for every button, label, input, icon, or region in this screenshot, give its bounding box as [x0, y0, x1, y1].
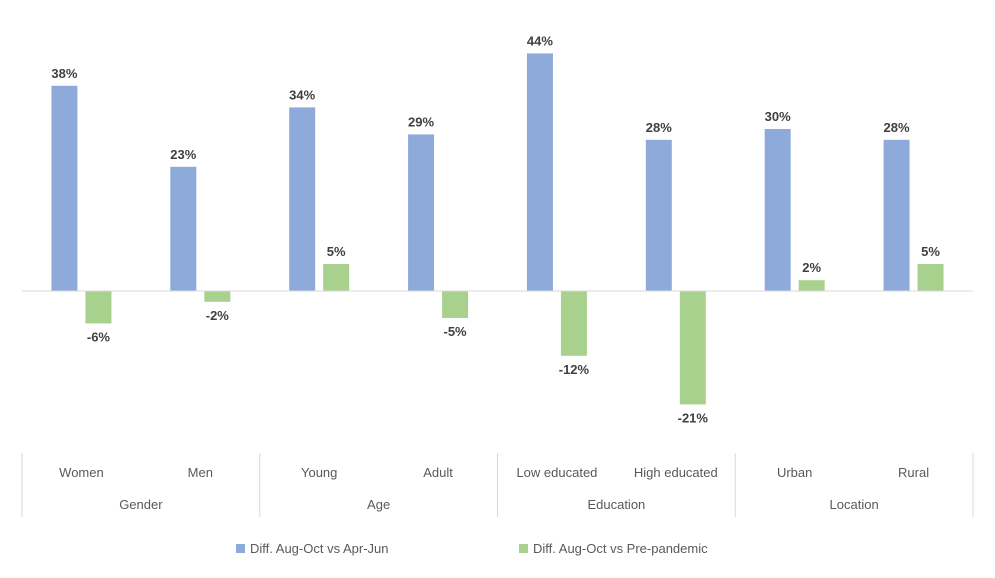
data-label: -6% [87, 329, 111, 344]
legend: Diff. Aug-Oct vs Apr-Jun Diff. Aug-Oct vs… [236, 541, 708, 556]
bar-pre-pandemic-low-educated [560, 291, 587, 356]
data-label: 44% [527, 33, 553, 48]
bar-apr-jun-men [170, 166, 197, 291]
bar-pre-pandemic-adult [442, 291, 469, 318]
bar-apr-jun-adult [408, 134, 435, 291]
bar-pre-pandemic-urban [798, 280, 825, 291]
bar-pre-pandemic-rural [917, 264, 944, 291]
category-axis: Women Men Gender Young Adult Age Low educated H… [21, 290, 974, 517]
bar-pre-pandemic-young [323, 264, 350, 291]
data-label: 38% [51, 66, 77, 81]
bar-apr-jun-urban [764, 129, 791, 291]
category-label: Men [188, 465, 213, 480]
group-label: Age [367, 497, 390, 512]
category-label: Low educated [516, 465, 597, 480]
bar-pre-pandemic-men [204, 291, 231, 302]
bar-pre-pandemic-high-educated [679, 291, 706, 405]
bar-pre-pandemic-women [85, 291, 112, 324]
data-label: 23% [170, 147, 196, 162]
bar-apr-jun-low-educated [526, 53, 553, 292]
data-label: 28% [646, 120, 672, 135]
data-label: 34% [289, 87, 315, 102]
group-label: Education [587, 497, 645, 512]
data-label: 29% [408, 114, 434, 129]
data-label: 28% [884, 120, 910, 135]
data-label: -5% [444, 324, 468, 339]
value-labels-layer: 38% 23% 34% 29% 44% 28% 30% 28% -6% -2% 5% -5% -12% -… [51, 33, 940, 425]
bar-apr-jun-young [289, 107, 316, 292]
data-label: -12% [559, 362, 590, 377]
bar-apr-jun-high-educated [645, 139, 672, 291]
bar-apr-jun-women [51, 85, 78, 291]
category-label: Urban [777, 465, 812, 480]
data-label: 2% [802, 260, 821, 275]
bar-apr-jun-rural [883, 139, 910, 291]
group-label: Gender [119, 497, 163, 512]
category-label: Adult [423, 465, 453, 480]
legend-swatch [519, 544, 528, 553]
category-label: Women [59, 465, 104, 480]
group-label: Location [830, 497, 879, 512]
bars-layer [51, 53, 944, 405]
category-label: High educated [634, 465, 718, 480]
category-label: Rural [898, 465, 929, 480]
legend-swatch [236, 544, 245, 553]
data-label: 30% [765, 109, 791, 124]
legend-label: Diff. Aug-Oct vs Pre-pandemic [533, 541, 708, 556]
legend-label: Diff. Aug-Oct vs Apr-Jun [250, 541, 388, 556]
data-label: 5% [327, 244, 346, 259]
data-label: 5% [921, 244, 940, 259]
data-label: -2% [206, 308, 230, 323]
category-label: Young [301, 465, 337, 480]
data-label: -21% [678, 410, 709, 425]
